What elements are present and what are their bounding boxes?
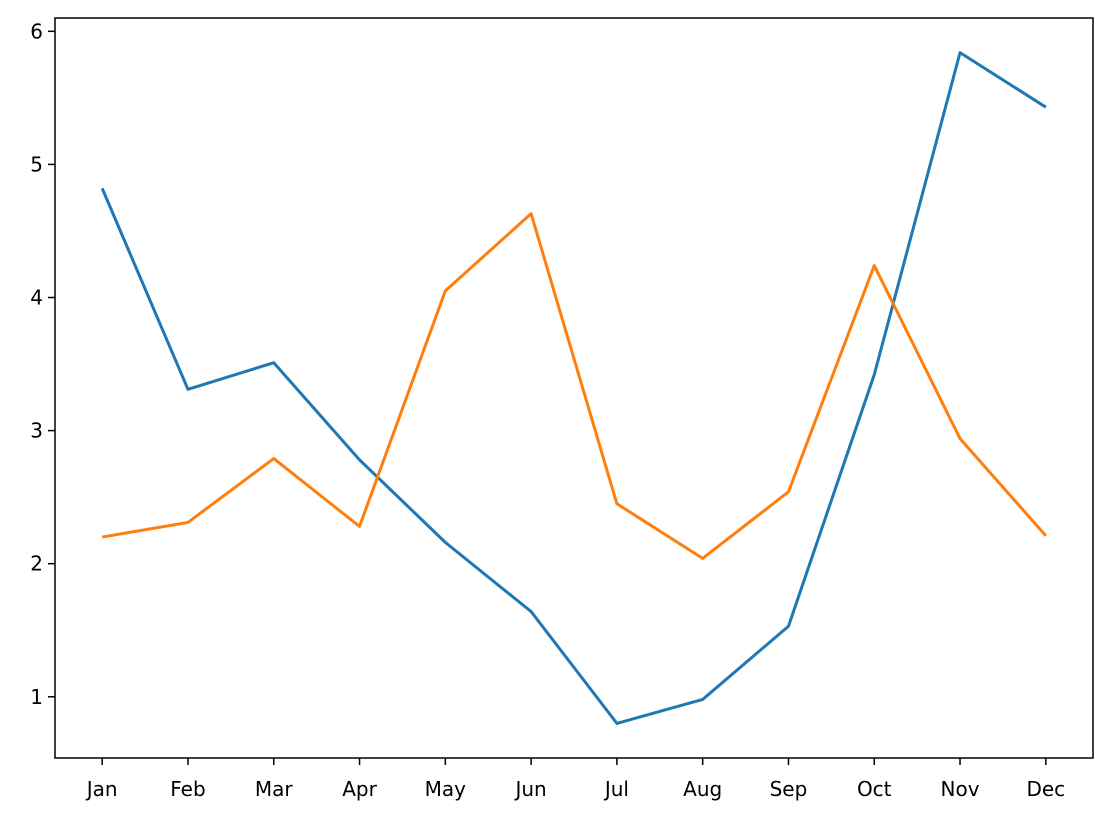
- x-tick-label: Aug: [683, 777, 722, 801]
- x-tick-label: Jul: [603, 777, 629, 801]
- x-tick-label: Nov: [941, 777, 980, 801]
- line-series: [101, 212, 1047, 560]
- x-tick-label: Oct: [857, 777, 892, 801]
- y-tick-label: 6: [30, 19, 43, 43]
- y-tick-label: 2: [30, 552, 43, 576]
- plot-frame: [54, 17, 1094, 759]
- x-tick-label: Dec: [1026, 777, 1065, 801]
- x-tick-label: Jun: [513, 777, 546, 801]
- y-tick-label: 3: [30, 419, 43, 443]
- x-tick-label: Feb: [170, 777, 205, 801]
- x-tick-label: Mar: [255, 777, 294, 801]
- line-series: [100, 51, 1047, 725]
- x-tick-label: Jan: [85, 777, 118, 801]
- x-tick-label: May: [425, 777, 467, 801]
- x-tick-label: Apr: [342, 777, 377, 801]
- x-tick-label: Sep: [770, 777, 808, 801]
- y-tick-label: 5: [30, 152, 43, 176]
- y-tick-label: 4: [30, 285, 43, 309]
- y-tick-label: 1: [30, 685, 43, 709]
